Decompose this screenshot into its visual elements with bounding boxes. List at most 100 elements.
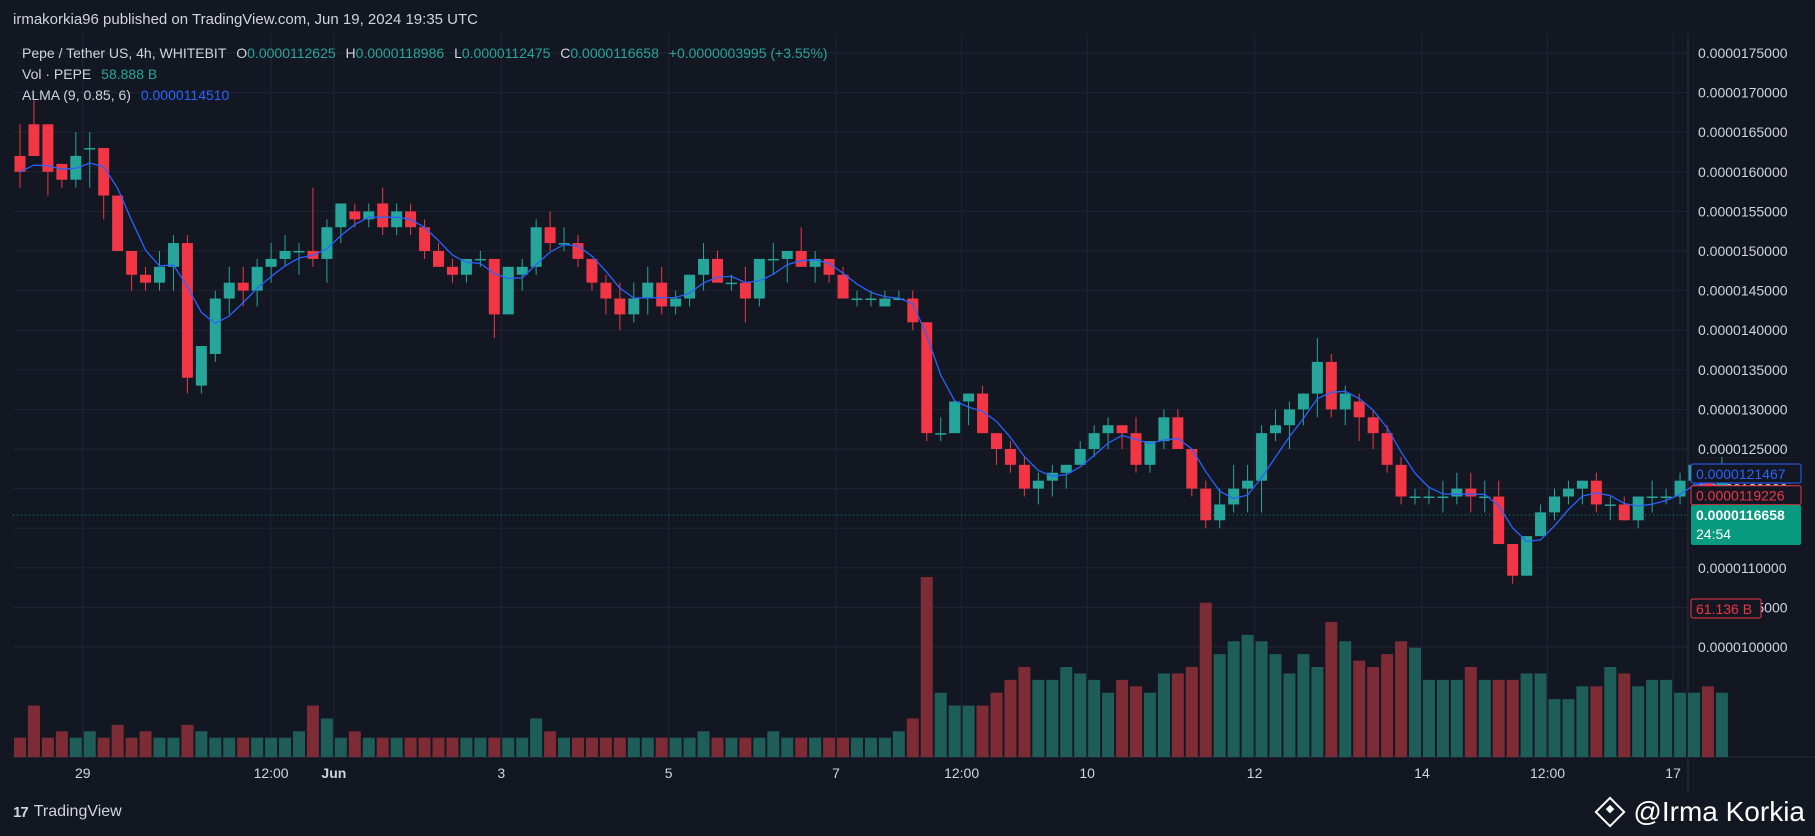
volume-bar [641,737,654,757]
alma-legend[interactable]: ALMA (9, 0.85, 6) 0.0000114510 [22,87,229,103]
candle-body [1186,449,1198,489]
volume-bar [1506,679,1519,757]
x-tick-label: 17 [1665,765,1681,781]
candle-body [502,266,514,315]
candle-body [251,266,263,291]
volume-bar [572,737,584,757]
candle-body [1451,488,1463,497]
volume-bar [69,737,82,757]
tradingview-logo-icon: 17 [13,803,29,821]
candle-body [656,282,668,307]
candle-body [1409,496,1421,499]
candle-body [1423,496,1435,499]
candle-body [1074,449,1086,465]
candle-body [1130,433,1142,465]
volume-bar [823,737,836,757]
volume-bar [1674,692,1687,757]
volume-value: 58.888 B [101,66,158,82]
volume-bar [1269,654,1282,757]
candle-body [1297,393,1309,410]
candle-body [572,243,584,259]
x-tick-label: 3 [497,765,505,781]
y-tick-label: 0.0000160000 [1698,164,1788,180]
volume-bar [27,705,40,757]
volume-bar [1074,673,1087,757]
candle-body [1102,425,1114,434]
price-badge [1690,485,1802,506]
candle-body [237,282,249,291]
candle-body [1562,488,1574,497]
candle-body [1646,496,1658,499]
candle-body [363,211,375,220]
candle-body [293,251,305,253]
price-badge [1690,463,1802,484]
volume-bar [362,737,375,757]
candle-body [209,298,221,354]
close-label: C [560,45,571,61]
chart-pane[interactable]: 0.0000175000 0.0000170000 0.0000165000 0.00… [13,34,1815,792]
candle-body [935,433,947,435]
tradingview-logo[interactable]: 17 TradingView [13,803,122,821]
candle-body [809,258,821,267]
volume-bar [223,737,236,757]
x-tick-label: 7 [832,765,840,781]
volume-bar [111,724,124,757]
volume-bar [1339,641,1352,757]
x-tick-label: 12 [1247,765,1263,781]
candle-body [1283,409,1295,426]
candle-body [893,298,905,301]
volume-bar [1548,699,1561,757]
volume-bar [1701,686,1714,757]
volume-bar [1143,692,1156,757]
volume-bar [990,692,1003,757]
volume-bar [97,737,110,757]
y-tick-label: 0.0000130000 [1698,401,1788,417]
candle-body [56,163,68,180]
candle-body [1604,504,1616,506]
price-chart[interactable]: 0.0000175000 0.0000170000 0.0000165000 0.00… [13,34,1815,792]
change-value: +0.0000003995 (+3.55%) [668,45,828,61]
candle-body [1381,433,1393,465]
candle-body [865,298,877,301]
alma-value: 0.0000114510 [140,87,230,103]
candle-body [795,251,807,267]
candle-body [516,266,528,275]
volume-bar [585,737,598,757]
volume-bar [906,718,919,757]
volume-bar [781,737,794,757]
x-tick-label: 5 [665,765,673,781]
candle-body [558,243,570,245]
close-value: 0.0000116658 [570,45,659,61]
volume-bar [1618,673,1631,757]
volume-legend[interactable]: Vol · PEPE 58.888 B [22,66,157,82]
volume-bar [1715,692,1728,757]
volume-badge [1690,598,1762,619]
alma-line [19,162,1723,543]
volume-bar [809,737,822,757]
volume-bar [1213,654,1226,757]
volume-bar [530,718,543,757]
candle-body [1339,393,1351,410]
volume-bar [446,737,459,757]
candle-body [1521,536,1533,576]
candle-body [921,322,933,434]
candle-body [879,298,891,307]
last-price-badge [1691,505,1801,546]
volume-bar [725,737,738,757]
volume-bar [795,737,808,757]
candle-body [474,258,486,261]
volume-bar [1130,686,1142,757]
candle-body [753,258,765,299]
volume-bar [488,737,501,757]
symbol-title[interactable]: Pepe / Tether US, 4h, WHITEBIT [22,45,227,61]
candle-body [949,401,961,434]
candle-body [1144,441,1156,465]
volume-bar [125,737,138,757]
open-label: O [236,45,248,61]
volume-bar [934,692,947,757]
x-tick-label: 12:00 [254,765,289,781]
y-tick-label: 0.0000145000 [1698,283,1788,299]
volume-bar [655,737,668,757]
volume-bar [1046,679,1059,757]
candle-body [1032,480,1044,489]
